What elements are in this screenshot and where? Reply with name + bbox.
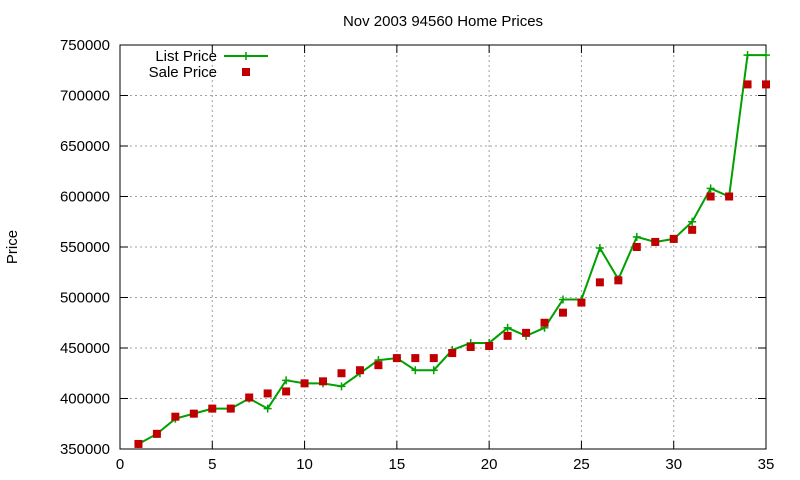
x-tick-label: 35 — [758, 456, 775, 473]
sale-price-point — [134, 439, 143, 448]
sale-price-point — [392, 354, 401, 363]
sale-price-point — [226, 404, 235, 413]
y-tick-label: 550000 — [60, 239, 110, 256]
sale-price-point — [171, 412, 180, 421]
y-tick-label: 600000 — [60, 189, 110, 206]
sale-price-point — [152, 429, 161, 438]
x-tick-label: 30 — [665, 456, 682, 473]
list-price-point — [263, 404, 272, 413]
sale-price-point — [688, 225, 697, 234]
sale-price-point — [282, 387, 291, 396]
sale-price-point — [448, 349, 457, 358]
list-price-point — [337, 382, 346, 391]
sale-price-point — [263, 389, 272, 398]
y-tick-label: 450000 — [60, 340, 110, 357]
x-tick-label: 20 — [481, 456, 498, 473]
sale-price-point — [503, 331, 512, 340]
sale-price-point — [411, 354, 420, 363]
sale-price-point — [337, 369, 346, 378]
sale-price-point — [540, 318, 549, 327]
list-price-line — [137, 54, 766, 445]
y-axis-label: Price — [4, 230, 21, 264]
x-tick-label: 10 — [296, 456, 313, 473]
list-price-point — [429, 366, 438, 375]
sale-price-point — [614, 276, 623, 285]
sale-price-point — [762, 80, 770, 89]
list-price-point — [706, 184, 715, 193]
y-tick-label: 400000 — [60, 391, 110, 408]
y-tick-label: 350000 — [60, 441, 110, 458]
y-tick-label: 500000 — [60, 290, 110, 307]
legend-swatch-sale-price — [242, 68, 250, 76]
sale-price-point — [466, 342, 475, 351]
x-tick-label: 5 — [208, 456, 216, 473]
y-tick-label: 650000 — [60, 138, 110, 155]
sale-price-point — [485, 341, 494, 350]
sale-price-point — [577, 298, 586, 307]
axis-ticks: 0 5 10 15 20 25 30 35 350000 400000 450000 500000 55… — [60, 37, 774, 473]
sale-price-point — [558, 308, 567, 317]
sale-price-point — [300, 379, 309, 388]
y-tick-label: 750000 — [60, 37, 110, 54]
chart-title: Nov 2003 94560 Home Prices — [343, 13, 543, 30]
sale-price-point — [429, 354, 438, 363]
x-tick-label: 25 — [573, 456, 590, 473]
x-tick-label: 0 — [116, 456, 124, 473]
legend: List Price Sale Price — [149, 48, 268, 81]
list-price-point — [632, 232, 641, 241]
list-price-point — [762, 51, 770, 60]
sale-price-point — [725, 192, 734, 201]
sale-price-point — [355, 366, 364, 375]
sale-price-point — [669, 234, 678, 243]
legend-label-sale-price: Sale Price — [149, 64, 217, 81]
x-tick-label: 15 — [389, 456, 406, 473]
y-tick-label: 700000 — [60, 88, 110, 105]
list-price-point — [558, 295, 567, 304]
sale-price-point — [595, 278, 604, 287]
list-price-point — [411, 366, 420, 375]
list-price-point — [743, 51, 752, 60]
sale-price-point — [319, 377, 328, 386]
sale-price-point — [374, 361, 383, 370]
sale-price-point — [522, 328, 531, 337]
sale-price-point — [208, 404, 217, 413]
sale-price-point — [706, 192, 715, 201]
list-price-point — [595, 244, 604, 253]
sale-price-point — [651, 237, 660, 246]
sale-price-point — [632, 243, 641, 251]
grid — [120, 45, 766, 449]
sale-price-point — [189, 409, 198, 418]
series — [134, 51, 770, 448]
list-price-point — [282, 376, 291, 385]
sale-price-point — [245, 393, 254, 402]
legend-label-list-price: List Price — [155, 48, 217, 65]
sale-price-point — [743, 80, 752, 89]
list-price-point — [503, 323, 512, 332]
list-price-point — [688, 217, 697, 226]
